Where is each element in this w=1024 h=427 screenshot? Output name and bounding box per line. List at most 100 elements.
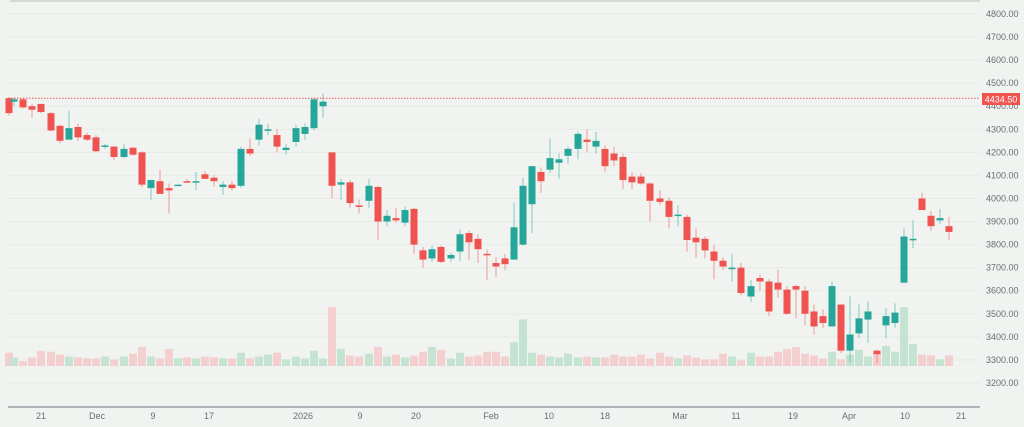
candle[interactable] xyxy=(637,173,645,185)
candle[interactable] xyxy=(819,309,827,328)
candle[interactable] xyxy=(701,236,709,259)
candle[interactable] xyxy=(355,199,363,214)
candle[interactable] xyxy=(909,220,917,249)
candle[interactable] xyxy=(282,144,290,155)
candle[interactable] xyxy=(5,97,13,116)
candle[interactable] xyxy=(519,177,527,246)
candle[interactable] xyxy=(483,249,491,281)
candle[interactable] xyxy=(927,211,935,231)
candle[interactable] xyxy=(945,216,953,240)
candle[interactable] xyxy=(710,244,718,280)
candle[interactable] xyxy=(437,245,445,264)
candle[interactable] xyxy=(918,192,926,211)
candle[interactable] xyxy=(401,206,409,227)
candle[interactable] xyxy=(101,144,109,149)
candle[interactable] xyxy=(337,178,345,200)
candle[interactable] xyxy=(19,98,27,109)
candle[interactable] xyxy=(37,103,45,114)
candle[interactable] xyxy=(882,308,890,338)
candle[interactable] xyxy=(419,246,427,268)
candle[interactable] xyxy=(92,135,100,153)
candle[interactable] xyxy=(765,279,773,317)
candle[interactable] xyxy=(628,171,636,190)
candle[interactable] xyxy=(546,138,554,174)
candle[interactable] xyxy=(610,146,618,167)
candle[interactable] xyxy=(592,131,600,154)
candle[interactable] xyxy=(174,184,182,187)
candle[interactable] xyxy=(583,129,591,153)
candle[interactable] xyxy=(255,118,263,146)
candle[interactable] xyxy=(837,304,845,353)
candle[interactable] xyxy=(737,263,745,296)
candle[interactable] xyxy=(492,257,500,277)
candle[interactable] xyxy=(319,93,327,118)
candle[interactable] xyxy=(574,131,582,160)
candle[interactable] xyxy=(774,269,782,298)
candle[interactable] xyxy=(410,207,418,254)
candle[interactable] xyxy=(728,253,736,282)
candle[interactable] xyxy=(936,208,944,224)
candle[interactable] xyxy=(273,129,281,153)
candle[interactable] xyxy=(210,175,218,187)
candle[interactable] xyxy=(474,234,482,264)
candle[interactable] xyxy=(365,178,373,208)
candle[interactable] xyxy=(192,171,200,191)
candle[interactable] xyxy=(383,210,391,227)
candle[interactable] xyxy=(219,181,227,196)
candle[interactable] xyxy=(447,252,455,262)
candle[interactable] xyxy=(310,98,318,131)
candle[interactable] xyxy=(792,284,800,319)
candle[interactable] xyxy=(756,274,764,291)
candle[interactable] xyxy=(646,182,654,222)
candle[interactable] xyxy=(528,166,536,234)
candle[interactable] xyxy=(328,152,336,199)
candle[interactable] xyxy=(864,301,872,343)
candle[interactable] xyxy=(74,123,82,141)
candle[interactable] xyxy=(346,180,354,208)
candle[interactable] xyxy=(138,151,146,187)
candle[interactable] xyxy=(392,207,400,223)
candle[interactable] xyxy=(292,124,300,147)
candle[interactable] xyxy=(510,203,518,260)
candle[interactable] xyxy=(264,123,272,136)
candle[interactable] xyxy=(428,245,436,262)
candle[interactable] xyxy=(855,304,863,338)
candle[interactable] xyxy=(747,280,755,303)
candle[interactable] xyxy=(564,146,572,164)
candle[interactable] xyxy=(301,123,309,140)
candle[interactable] xyxy=(619,153,627,190)
candle[interactable] xyxy=(129,146,137,156)
candle[interactable] xyxy=(110,146,118,161)
candle[interactable] xyxy=(47,112,55,132)
candle[interactable] xyxy=(165,183,173,214)
candle[interactable] xyxy=(891,303,899,328)
candle[interactable] xyxy=(692,228,700,259)
candle[interactable] xyxy=(120,144,128,159)
candle[interactable] xyxy=(228,181,236,191)
candle[interactable] xyxy=(65,110,73,140)
candle[interactable] xyxy=(83,132,91,141)
candle[interactable] xyxy=(501,253,509,270)
candle[interactable] xyxy=(801,286,809,326)
price-axis[interactable]: 4800.00 4700.00 4600.00 4500.00 4400.00 4300.… xyxy=(986,9,1019,388)
candle[interactable] xyxy=(683,214,691,252)
candle[interactable] xyxy=(28,103,36,118)
candle[interactable] xyxy=(665,197,673,229)
candle[interactable] xyxy=(201,170,209,179)
candle[interactable] xyxy=(156,169,164,194)
candle[interactable] xyxy=(846,296,854,363)
candle[interactable] xyxy=(719,257,727,270)
candle[interactable] xyxy=(900,228,908,284)
candle[interactable] xyxy=(465,230,473,260)
candle[interactable] xyxy=(783,286,791,315)
candle[interactable] xyxy=(537,167,545,193)
candle[interactable] xyxy=(237,146,245,189)
candle[interactable] xyxy=(555,153,563,179)
candle[interactable] xyxy=(674,205,682,227)
candle[interactable] xyxy=(56,124,64,144)
candle[interactable] xyxy=(828,281,836,327)
candle[interactable] xyxy=(656,190,664,206)
candle[interactable] xyxy=(147,180,155,200)
candle[interactable] xyxy=(873,349,881,364)
